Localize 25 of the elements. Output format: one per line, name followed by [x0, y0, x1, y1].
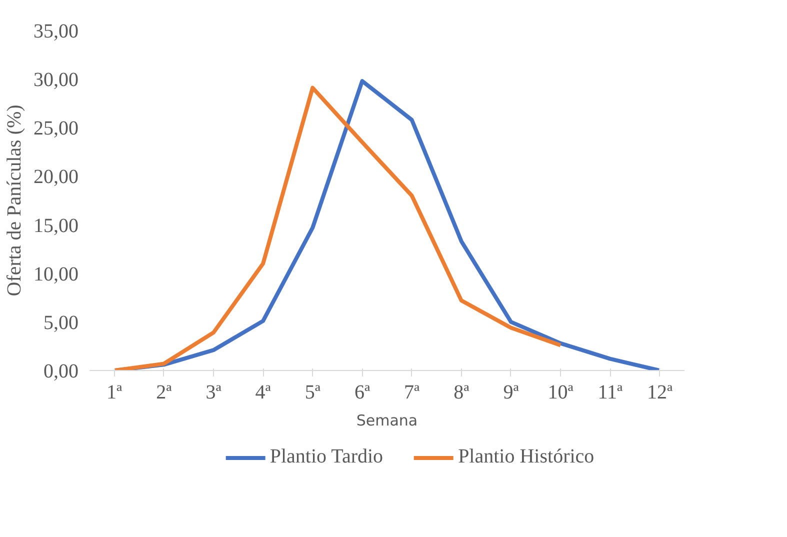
x-tick-label: 11ª — [598, 382, 623, 404]
y-tick-label: 35,00 — [34, 20, 78, 42]
y-tick-label: 20,00 — [34, 166, 78, 188]
legend-label: Plantio Histórico — [458, 446, 594, 468]
y-tick-label: 15,00 — [34, 214, 78, 237]
x-axis-title: Semana — [356, 412, 418, 430]
legend-label: Plantio Tardio — [270, 446, 384, 468]
x-tick-label: 7ª — [404, 382, 420, 404]
y-tick-label: 5,00 — [44, 312, 78, 334]
x-tick-label: 8ª — [454, 382, 470, 404]
x-tick-label: 6ª — [354, 382, 370, 404]
y-tick-label: 10,00 — [34, 263, 78, 286]
x-tick-label: 12ª — [646, 382, 673, 404]
x-tick-label: 4ª — [255, 382, 272, 404]
line-series — [112, 86, 563, 370]
y-tick-label: 30,00 — [34, 69, 78, 92]
x-tick-label: 3ª — [206, 382, 222, 404]
y-axis-title: Oferta de Panículas (%) — [4, 104, 26, 296]
y-tick-label: 25,00 — [34, 118, 78, 140]
y-tick-label: 0,00 — [44, 360, 78, 382]
x-tick-label: 10ª — [548, 382, 574, 404]
x-tick-label: 1ª — [106, 382, 123, 404]
x-tick-label: 2ª — [156, 382, 172, 404]
x-tick-label: 5ª — [304, 382, 321, 404]
x-tick-label: 9ª — [503, 382, 520, 404]
